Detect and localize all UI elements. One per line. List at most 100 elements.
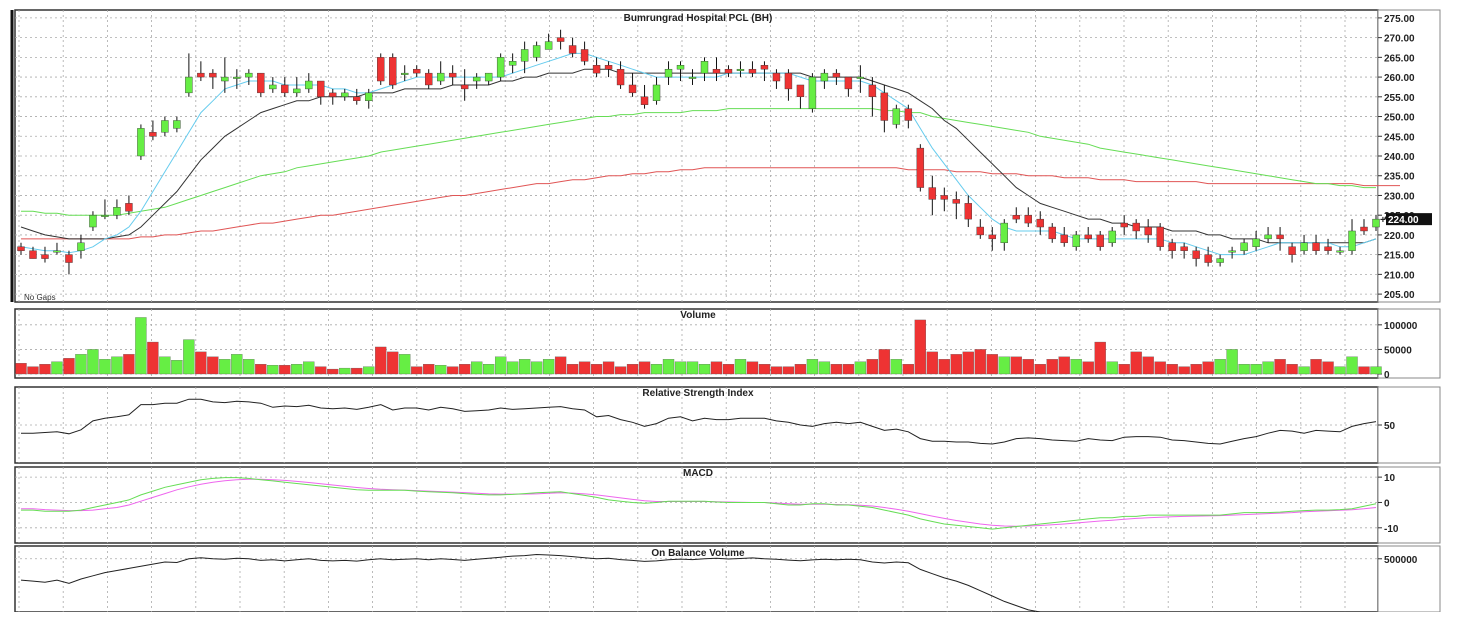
volume-bar	[938, 359, 950, 375]
candle-body	[736, 68, 745, 71]
volume-bar	[626, 364, 639, 375]
volume-bar	[998, 356, 1010, 375]
volume-bar	[303, 361, 315, 375]
volume-bar	[375, 346, 387, 375]
volume-bar	[351, 367, 363, 375]
volume-bar	[770, 366, 783, 375]
candle-body	[401, 72, 409, 75]
candle-body	[17, 246, 25, 251]
candle-body	[329, 92, 337, 98]
candle-body	[724, 68, 733, 74]
volume-bar	[87, 349, 99, 375]
candle-body	[772, 72, 781, 82]
volume-bar	[986, 354, 998, 375]
candle-body	[1084, 234, 1092, 240]
y-tick-label: 50	[1384, 421, 1396, 432]
volume-bar	[1370, 366, 1382, 375]
volume-bar	[1070, 359, 1082, 375]
volume-bar	[99, 359, 111, 375]
y-tick-label: 0	[1384, 498, 1390, 509]
volume-bar	[794, 364, 807, 375]
y-tick-label: 240.00	[1384, 152, 1415, 163]
axis-frame	[1377, 386, 1441, 464]
volume-bar	[758, 364, 771, 375]
candle-body	[856, 76, 865, 79]
panel-1: 100000 50000 0 Volume	[14, 308, 1441, 381]
candle-body	[928, 187, 937, 200]
candle-body	[472, 76, 481, 82]
candle-body	[389, 57, 397, 86]
ma-line-cyan	[20, 52, 1377, 256]
volume-bar	[698, 364, 711, 375]
axis-frame	[1377, 466, 1441, 544]
volume-bar	[387, 351, 399, 375]
candle-body	[700, 61, 709, 74]
volume-bar	[950, 354, 962, 375]
volume-bar	[734, 359, 747, 375]
volume-bar	[279, 364, 291, 375]
candle-body	[101, 214, 109, 217]
candle-body	[748, 68, 757, 74]
candle-body	[916, 147, 925, 188]
candle-body	[808, 76, 817, 109]
volume-bar	[27, 366, 39, 375]
volume-bar	[1082, 361, 1094, 375]
no-gaps-note: No Gaps	[24, 293, 56, 302]
volume-bar	[1310, 359, 1322, 375]
volume-bar	[255, 364, 267, 375]
volume-bar	[1022, 359, 1034, 375]
volume-bar	[554, 356, 567, 375]
volume-bar	[1238, 364, 1250, 375]
candle-body	[796, 84, 805, 98]
candle-body	[1204, 254, 1212, 263]
last-price-box	[1386, 213, 1432, 226]
volume-bar	[566, 364, 579, 375]
volume-bar	[195, 351, 207, 375]
volume-bar	[1178, 366, 1190, 375]
candle-body	[137, 128, 145, 157]
ma-line-green	[21, 108, 1376, 216]
volume-bar	[243, 359, 255, 375]
volume-bar	[183, 339, 195, 375]
volume-bar	[674, 361, 687, 375]
candle-body	[149, 132, 157, 137]
candle-body	[365, 92, 373, 101]
candle-body	[209, 72, 217, 78]
candle-body	[1000, 222, 1008, 244]
volume-title: Volume	[680, 310, 716, 321]
candle-body	[1108, 230, 1116, 244]
candle-body	[676, 65, 685, 70]
volume-bar	[435, 364, 447, 375]
volume-bar	[962, 351, 974, 375]
candle-body	[892, 108, 901, 125]
volume-bar	[111, 356, 123, 375]
volume-bar	[866, 359, 879, 375]
candle-body	[41, 254, 49, 259]
volume-bar	[315, 366, 327, 375]
y-tick-label: 215.00	[1384, 251, 1415, 262]
y-tick-label: 260.00	[1384, 73, 1415, 84]
volume-bar	[1034, 364, 1046, 375]
panel-3: 10 0 -10 MACD	[14, 466, 1441, 544]
candle-body	[245, 72, 253, 78]
candle-body	[868, 84, 877, 98]
candle-body	[1264, 234, 1272, 240]
candle-body	[832, 72, 841, 78]
candle-body	[976, 226, 984, 236]
candle-body	[568, 45, 577, 54]
volume-bar	[506, 361, 519, 375]
volume-bar	[494, 356, 507, 375]
candle-body	[880, 92, 889, 121]
candle-body	[508, 61, 517, 66]
candle-body	[1144, 226, 1152, 236]
candle-body	[125, 203, 133, 212]
volume-bar	[1214, 359, 1226, 375]
candle-body	[712, 68, 721, 74]
candle-body	[1336, 250, 1344, 253]
volume-bar	[542, 359, 555, 375]
candle-body	[1060, 234, 1068, 244]
candle-body	[185, 76, 193, 94]
candle-body	[664, 68, 673, 78]
candle-body	[1192, 250, 1200, 259]
